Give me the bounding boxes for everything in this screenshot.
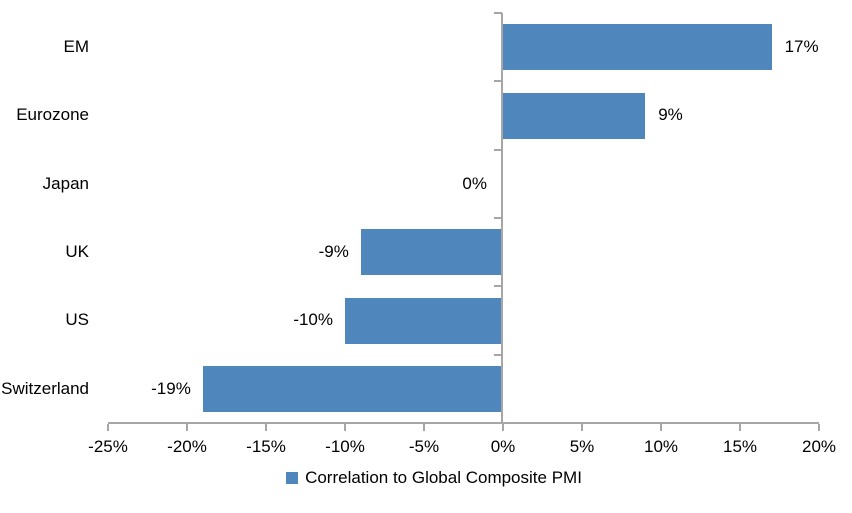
x-tick-label: -5% — [408, 437, 440, 456]
value-label: -9% — [318, 242, 349, 262]
x-axis-tick — [186, 424, 188, 431]
y-axis-tick — [494, 148, 502, 151]
y-axis-line — [501, 13, 503, 423]
category-label-us: US — [65, 310, 89, 330]
y-axis-tick — [494, 285, 502, 288]
bar-switzerland — [202, 365, 503, 412]
value-label: 17% — [784, 37, 819, 57]
bar-em — [503, 24, 772, 71]
value-label: -19% — [151, 378, 191, 398]
legend-label: Correlation to Global Composite PMI — [305, 468, 582, 487]
bar-us — [345, 297, 503, 344]
category-label-switzerland: Switzerland — [1, 378, 89, 398]
x-axis-tick — [818, 424, 820, 431]
x-axis-line — [108, 422, 819, 424]
x-tick-label: 20% — [801, 437, 837, 456]
x-axis-tick — [265, 424, 267, 431]
x-axis-tick — [581, 424, 583, 431]
x-tick-label: 5% — [569, 437, 595, 456]
value-label: 0% — [462, 173, 487, 193]
x-axis-tick — [423, 424, 425, 431]
legend: Correlation to Global Composite PMI — [0, 467, 852, 489]
x-tick-label: -25% — [88, 437, 128, 456]
x-tick-label: -15% — [246, 437, 286, 456]
x-axis-tick — [344, 424, 346, 431]
bar-uk — [360, 229, 503, 276]
y-axis-tick — [494, 12, 502, 14]
x-tick-label: 15% — [722, 437, 758, 456]
legend-swatch-icon — [286, 472, 299, 484]
x-axis-tick — [107, 424, 109, 431]
y-axis-tick — [494, 217, 502, 219]
category-label-em: EM — [63, 37, 90, 57]
x-tick-label: 0% — [490, 437, 516, 456]
y-axis-tick — [494, 80, 502, 83]
value-label: 9% — [658, 105, 683, 125]
x-tick-label: -20% — [167, 437, 207, 456]
x-axis-tick — [739, 424, 741, 431]
category-label-uk: UK — [65, 242, 89, 262]
category-label-eurozone: Eurozone — [16, 105, 89, 125]
y-axis-tick — [494, 353, 502, 356]
category-label-japan: Japan — [42, 173, 89, 193]
x-axis-tick — [502, 424, 504, 431]
x-tick-label: 10% — [643, 437, 679, 456]
value-label: -10% — [293, 310, 333, 330]
bar-eurozone — [503, 92, 646, 139]
x-tick-label: -10% — [325, 437, 365, 456]
x-axis-tick — [660, 424, 662, 431]
